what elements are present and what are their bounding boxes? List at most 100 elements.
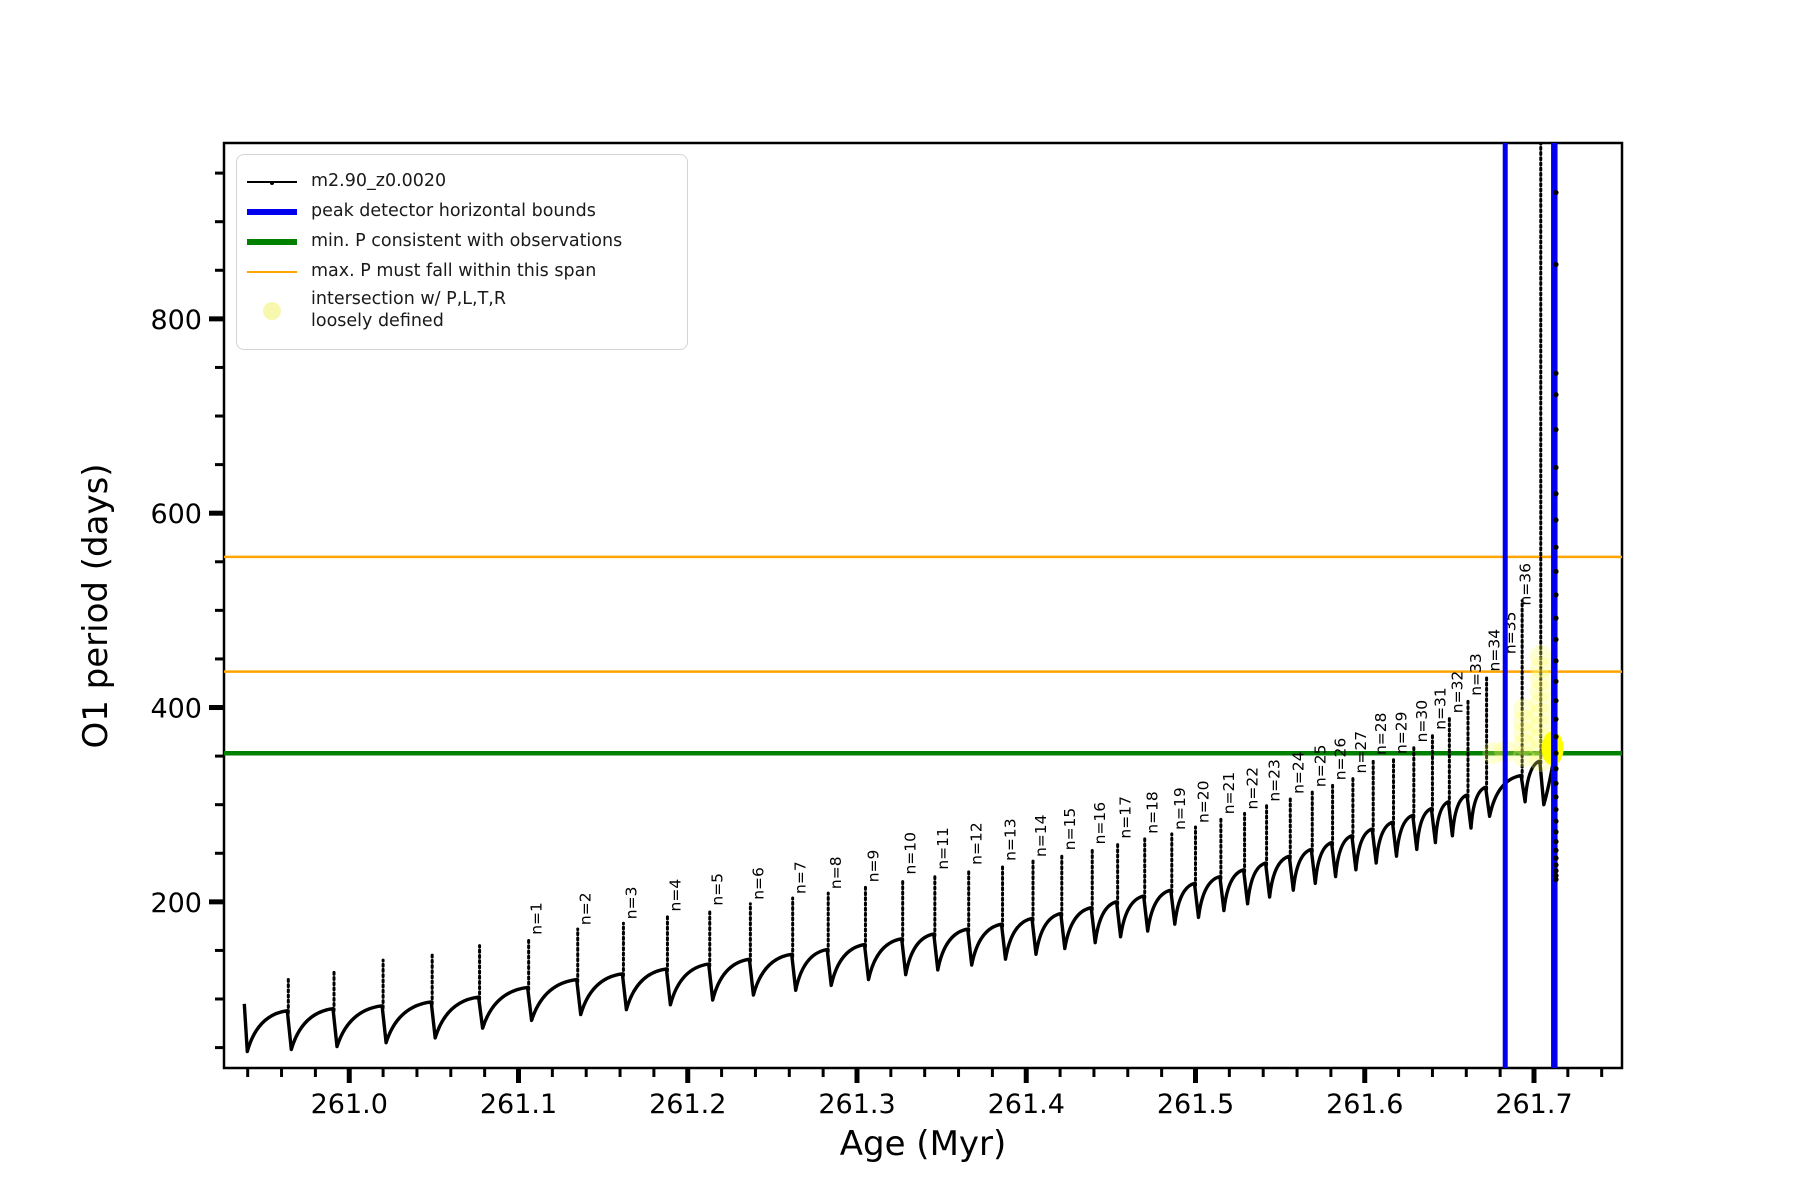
spike-label: n=30: [1413, 700, 1431, 743]
series-point: [1553, 868, 1559, 874]
series-point: [1553, 818, 1559, 824]
series-point: [1553, 615, 1559, 621]
y-tick-label: 800: [150, 305, 202, 336]
series-point: [1553, 698, 1559, 704]
series-point: [1553, 658, 1559, 664]
spike-label: n=16: [1091, 802, 1109, 845]
legend-item-series: m2.90_z0.0020: [247, 169, 673, 195]
intersection-faint-marker: [1512, 733, 1535, 756]
intersection-faint-marker: [1529, 680, 1552, 703]
x-tick-label: 261.6: [1326, 1089, 1403, 1120]
spike-label: n=27: [1352, 731, 1370, 774]
intersection-faint-marker: [1529, 714, 1552, 737]
x-tick-label: 261.7: [1495, 1089, 1572, 1120]
legend-item-min-p: min. P consistent with observations: [247, 229, 673, 255]
green-line-icon: [247, 239, 297, 245]
series-point: [1553, 734, 1559, 740]
series-point: [1553, 862, 1559, 868]
spike-label: n=34: [1486, 629, 1504, 672]
spike-label: n=23: [1266, 759, 1284, 802]
series-point: [1553, 568, 1559, 575]
series-point: [1553, 517, 1559, 523]
series-point: [1553, 427, 1559, 433]
spike-label: n=33: [1467, 653, 1485, 696]
spike-label: n=8: [827, 856, 845, 889]
axes-frame: [222, 141, 1624, 1070]
series-point: [1553, 544, 1559, 550]
spike-label: n=2: [577, 892, 595, 925]
spike-label: n=15: [1061, 808, 1079, 851]
spike-label: n=20: [1194, 780, 1212, 823]
spike-label: n=28: [1372, 712, 1390, 755]
series-point: [1553, 370, 1559, 376]
legend-label: min. P consistent with observations: [311, 231, 623, 252]
intersection-faint-marker: [1512, 745, 1535, 768]
spike-label: n=11: [934, 827, 952, 870]
legend-label: m2.90_z0.0020: [311, 171, 447, 192]
intersection-faint-marker: [1512, 698, 1535, 721]
series-point: [1553, 794, 1559, 800]
series-point: [1553, 678, 1559, 684]
spike-label: n=36: [1517, 563, 1535, 606]
intersection-faint-marker: [1529, 703, 1552, 726]
series-point: [1553, 780, 1559, 786]
intersection-faint-marker: [1512, 721, 1535, 744]
spike-label: n=21: [1220, 772, 1238, 815]
spike-label: n=22: [1244, 767, 1262, 810]
spike-label: n=7: [792, 861, 810, 894]
spike-label: n=14: [1032, 814, 1050, 857]
spike-label: n=9: [864, 850, 882, 883]
y-tick-label: 200: [150, 888, 202, 919]
x-axis-label: Age (Myr): [839, 1124, 1007, 1164]
legend: m2.90_z0.0020 peak detector horizontal b…: [236, 154, 688, 350]
spike-label: n=1: [528, 902, 546, 935]
series-point: [1553, 491, 1559, 497]
spike-label: n=5: [709, 873, 727, 906]
y-axis-label: O1 period (days): [76, 463, 116, 749]
series-point: [1553, 189, 1559, 196]
spike-label: n=12: [968, 822, 986, 865]
series-point: [1553, 876, 1559, 883]
series-point: [1553, 716, 1559, 722]
spike-label: n=26: [1332, 738, 1350, 781]
legend-label: max. P must fall within this span: [311, 261, 597, 282]
legend-item-peak-bounds: peak detector horizontal bounds: [247, 199, 673, 225]
x-tick-label: 261.1: [480, 1089, 557, 1120]
spike-label: n=10: [902, 832, 920, 875]
spike-label: n=13: [1002, 818, 1020, 861]
yellow-circle-icon: [247, 301, 297, 320]
y-tick-label: 400: [150, 694, 202, 725]
legend-item-max-p: max. P must fall within this span: [247, 259, 673, 285]
orange-line-icon: [247, 271, 297, 273]
intersection-faint-marker: [1512, 710, 1535, 733]
series-point: [1553, 392, 1559, 398]
series-point: [1553, 261, 1559, 268]
x-tick-label: 261.3: [818, 1089, 895, 1120]
y-tick-label: 600: [150, 499, 202, 530]
blue-line-icon: [247, 209, 297, 215]
series-point: [1553, 873, 1559, 879]
intersection-faint-marker: [1529, 645, 1552, 668]
spike-label: n=31: [1431, 687, 1449, 730]
spike-label: n=6: [749, 867, 767, 900]
series-point: [1553, 855, 1559, 861]
series-point: [1553, 766, 1559, 772]
spike-label: n=18: [1144, 791, 1162, 834]
spike-label: n=24: [1289, 751, 1307, 794]
spike-label: n=4: [666, 879, 684, 912]
series-point: [1553, 847, 1559, 853]
spike-label: n=25: [1311, 745, 1329, 788]
spike-label: n=19: [1171, 787, 1189, 830]
series-point: [1553, 839, 1559, 845]
spike-label: n=29: [1393, 712, 1411, 755]
legend-label: intersection w/ P,L,T,R loosely defined: [311, 289, 506, 331]
series-point: [1553, 829, 1559, 835]
series-point: [1553, 636, 1559, 643]
series-curve: [242, 758, 1556, 1054]
intersection-faint-marker: [1482, 742, 1505, 765]
intersection-faint-marker: [1529, 691, 1552, 714]
x-tick-label: 261.5: [1157, 1089, 1234, 1120]
x-tick-label: 261.4: [988, 1089, 1065, 1120]
